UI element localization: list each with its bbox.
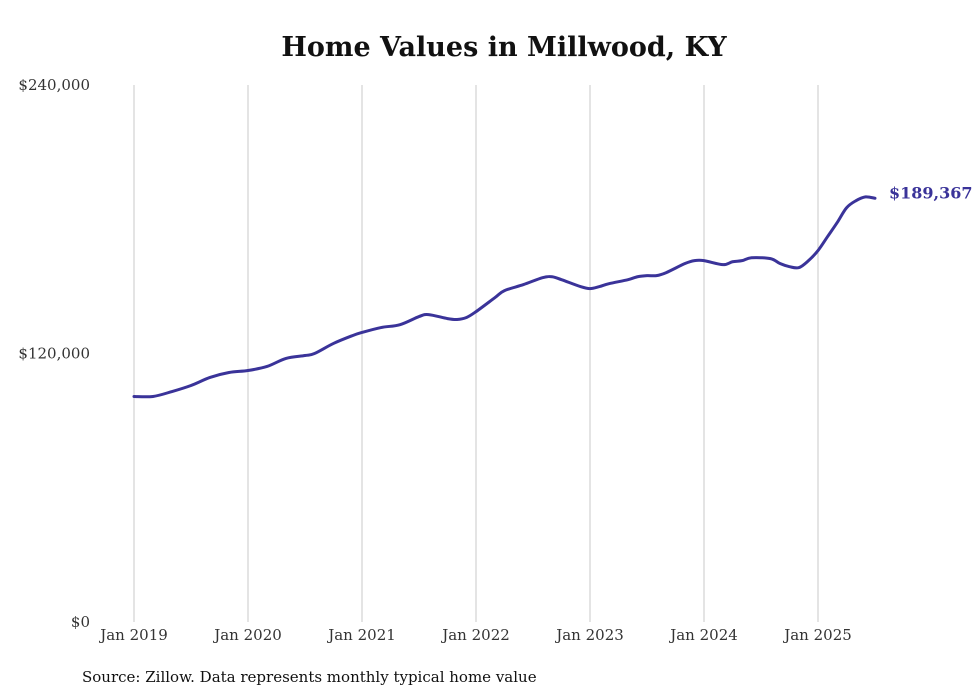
x-tick-label: Jan 2023 — [554, 626, 624, 644]
chart-title: Home Values in Millwood, KY — [281, 32, 727, 63]
x-tick-label: Jan 2019 — [98, 626, 168, 644]
y-tick-label: $120,000 — [18, 345, 90, 363]
x-tick-label: Jan 2021 — [326, 626, 396, 644]
x-tick-label: Jan 2025 — [782, 626, 852, 644]
y-tick-label: $0 — [71, 613, 90, 631]
x-tick-label: Jan 2022 — [440, 626, 510, 644]
x-tick-label: Jan 2024 — [668, 626, 738, 644]
source-note: Source: Zillow. Data represents monthly … — [82, 668, 537, 686]
end-value-label: $189,367 — [889, 183, 973, 202]
y-tick-label: $240,000 — [18, 76, 90, 94]
x-tick-label: Jan 2020 — [212, 626, 282, 644]
series-line — [132, 195, 877, 399]
